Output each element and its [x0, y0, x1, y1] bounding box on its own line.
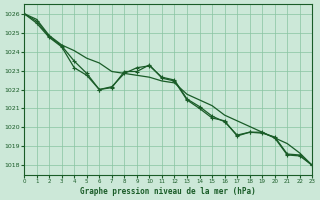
- X-axis label: Graphe pression niveau de la mer (hPa): Graphe pression niveau de la mer (hPa): [80, 187, 256, 196]
